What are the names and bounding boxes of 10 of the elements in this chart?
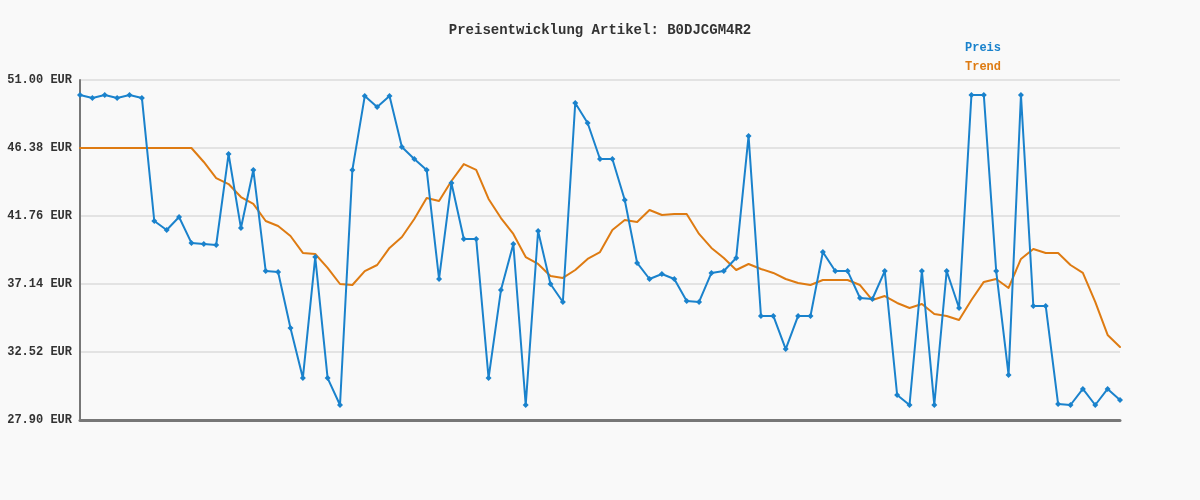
y-tick-label: 41.76 EUR (7, 209, 73, 223)
y-tick-label: 32.52 EUR (7, 345, 73, 359)
y-tick-label: 46.38 EUR (7, 141, 73, 155)
y-tick-label: 37.14 EUR (7, 277, 73, 291)
text: Trend (965, 60, 1002, 74)
chart-title: Preisentwicklung Artikel: B0DJCGM4R2 (448, 22, 752, 38)
text: Preis (965, 41, 1002, 55)
y-tick-label: 27.90 EUR (7, 413, 73, 427)
line-series (79, 147, 1121, 348)
y-tick-label: 51.00 EUR (7, 73, 73, 87)
